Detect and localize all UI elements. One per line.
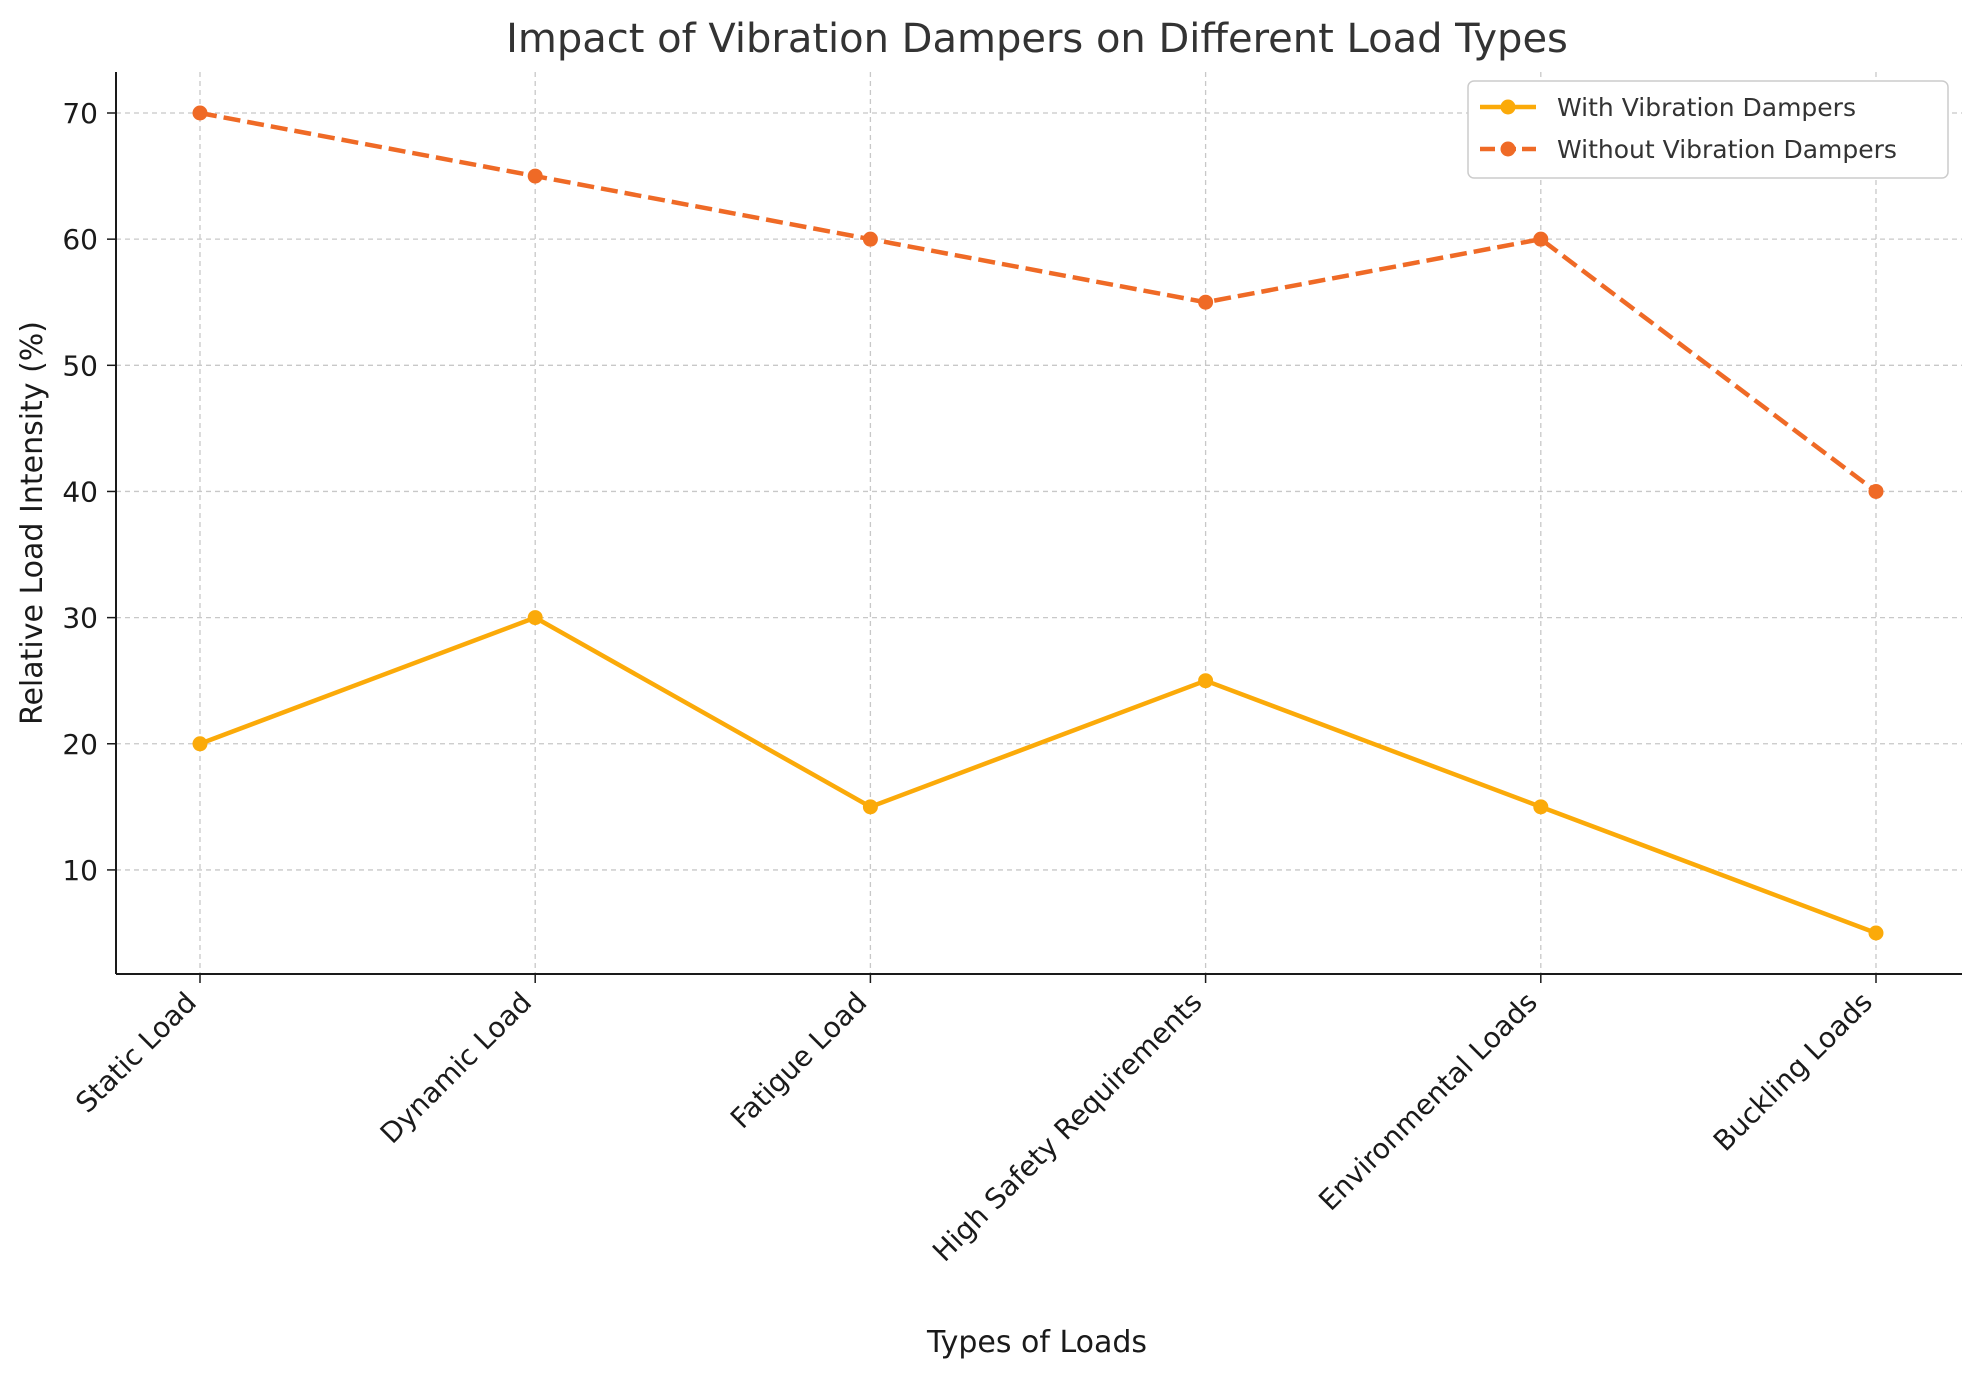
- chart-title: Impact of Vibration Dampers on Different…: [506, 16, 1568, 62]
- series-without-dampers: [192, 105, 1884, 499]
- legend-entry: Without Vibration Dampers: [1480, 135, 1897, 164]
- y-tick-label: 70: [62, 97, 98, 130]
- data-point: [862, 231, 878, 247]
- legend-marker: [1500, 99, 1516, 115]
- y-tick-label: 60: [62, 223, 98, 256]
- y-tick-label: 50: [62, 349, 98, 382]
- data-point: [527, 168, 543, 184]
- legend-entry: With Vibration Dampers: [1480, 93, 1856, 122]
- y-axis-label: Relative Load Intensity (%): [15, 321, 50, 725]
- data-point: [527, 610, 543, 626]
- legend-marker: [1500, 141, 1516, 157]
- data-point: [1533, 231, 1549, 247]
- data-point: [1868, 483, 1884, 499]
- y-tick-label: 20: [62, 728, 98, 761]
- data-point: [192, 736, 208, 752]
- legend: With Vibration Dampers Without Vibration …: [1467, 80, 1949, 179]
- series-group: [192, 105, 1884, 941]
- series-with-dampers: [192, 610, 1884, 941]
- data-point: [862, 799, 878, 815]
- series-line: [199, 110, 1878, 494]
- legend-box: [1467, 80, 1949, 179]
- legend-label: Without Vibration Dampers: [1557, 135, 1897, 164]
- y-tick-label: 40: [62, 475, 98, 508]
- x-axis-label: Types of Loads: [926, 1325, 1147, 1360]
- series-line: [199, 615, 1877, 936]
- data-point: [1198, 294, 1214, 310]
- y-axis-ticks: 10 20 30 40 50 60 70: [62, 97, 116, 887]
- axes: [115, 72, 1962, 975]
- data-point: [1533, 799, 1549, 815]
- y-tick-label: 30: [62, 602, 98, 635]
- y-tick-label: 10: [62, 854, 98, 887]
- data-point: [1198, 673, 1214, 689]
- data-point: [192, 105, 208, 121]
- data-point: [1868, 925, 1884, 941]
- legend-label: With Vibration Dampers: [1557, 93, 1856, 122]
